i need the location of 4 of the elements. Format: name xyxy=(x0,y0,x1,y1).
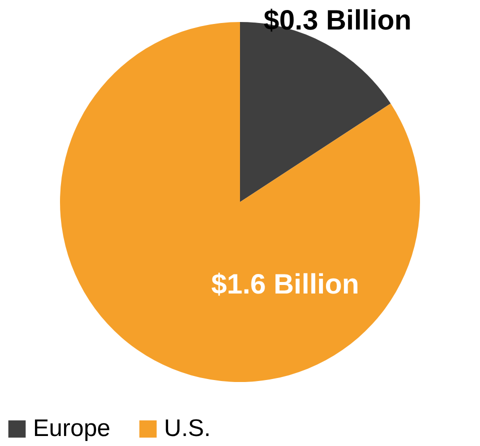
data-label: $1.6 Billion xyxy=(211,268,360,300)
legend-label: Europe xyxy=(33,415,110,442)
legend-label: U.S. xyxy=(164,415,211,442)
data-label: $0.3 Billion xyxy=(264,4,412,36)
